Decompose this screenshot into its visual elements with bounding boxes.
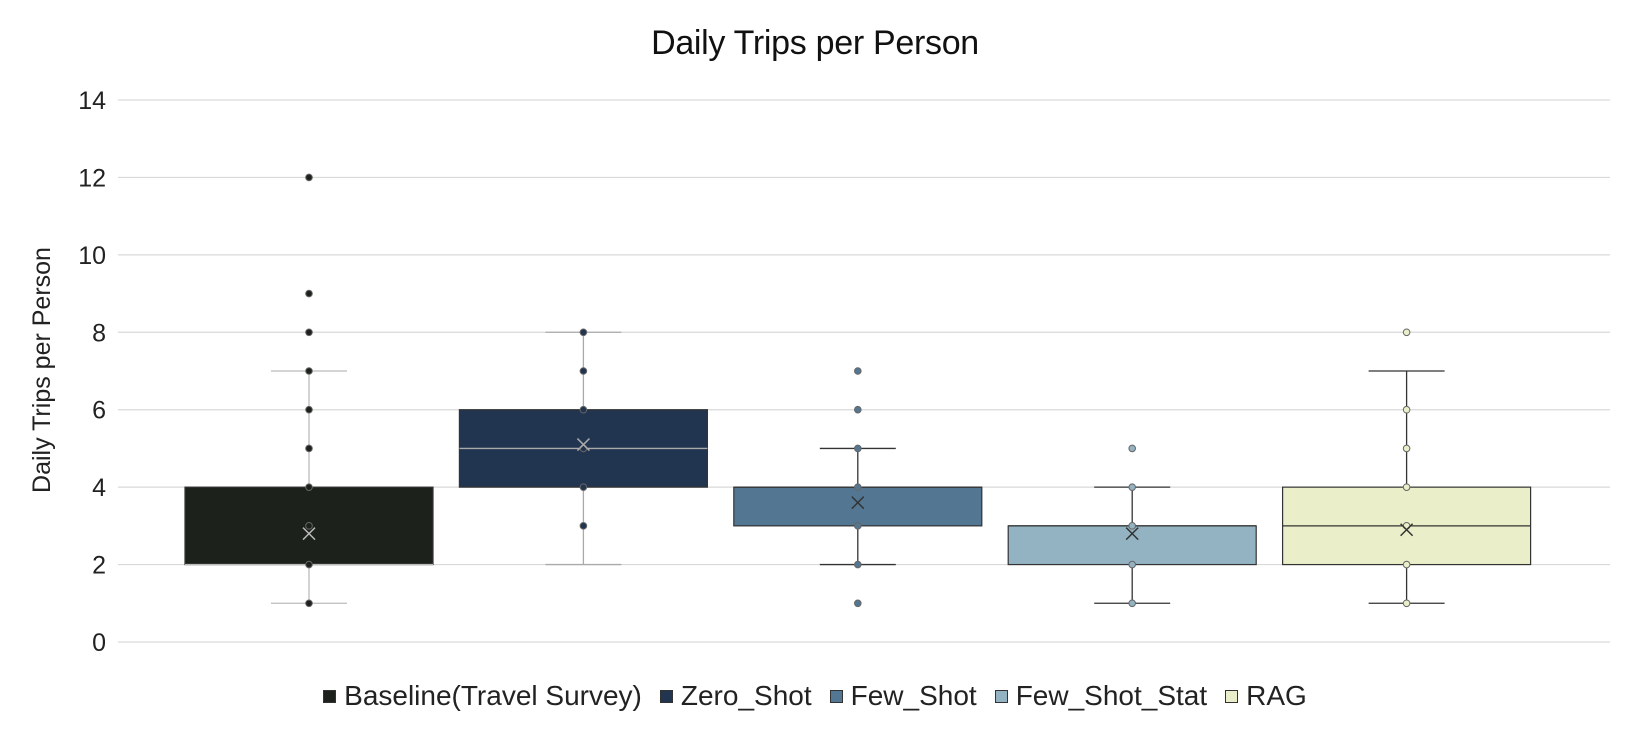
box-iqr [733, 486, 983, 527]
data-point [854, 522, 862, 530]
data-point [1402, 444, 1411, 453]
legend: Baseline(Travel Survey) Zero_Shot Few_Shot… [0, 680, 1630, 712]
data-point [854, 599, 862, 608]
data-point [579, 328, 588, 337]
legend-item: Baseline(Travel Survey) [323, 680, 642, 712]
chart-title: Daily Trips per Person [651, 24, 979, 62]
y-tick-label: 2 [92, 552, 106, 580]
boxes [184, 173, 1532, 608]
data-point [305, 444, 313, 453]
legend-swatch [659, 689, 673, 703]
legend-swatch [1225, 689, 1239, 703]
data-point [854, 483, 862, 491]
y-tick-label: 4 [92, 474, 106, 502]
box-few-shot [733, 367, 983, 608]
data-point [579, 483, 588, 491]
data-point [579, 367, 588, 375]
legend-label: RAG [1246, 680, 1307, 711]
mean-marker [576, 438, 590, 452]
box-baseline-travel-survey- [184, 173, 434, 608]
data-point [1402, 560, 1411, 569]
data-point [1402, 328, 1411, 337]
mean-marker-stroke [1400, 523, 1414, 537]
y-tick-label: 14 [78, 87, 106, 115]
data-point [579, 522, 588, 530]
data-point [305, 522, 313, 530]
legend-swatch [323, 689, 337, 703]
legend-swatch [829, 689, 843, 703]
y-axis-label: Daily Trips per Person [28, 247, 56, 493]
box-iqr [1007, 525, 1257, 566]
data-point [1128, 483, 1136, 491]
mean-marker-stroke [576, 438, 590, 452]
mean-marker [1125, 527, 1139, 541]
box-few-shot-stat [1007, 444, 1257, 608]
data-point [1128, 444, 1136, 453]
legend-item: Few_Shot_Stat [994, 680, 1208, 712]
data-point [1402, 405, 1411, 414]
legend-swatch [994, 689, 1008, 703]
data-point [1402, 599, 1411, 608]
data-point [305, 405, 313, 414]
data-point [305, 367, 313, 375]
data-point [305, 560, 313, 569]
data-point [854, 405, 862, 414]
data-point [305, 483, 313, 491]
data-point [854, 444, 862, 453]
data-point [305, 328, 313, 337]
y-tick-label: 8 [92, 319, 106, 347]
mean-marker [302, 527, 316, 541]
legend-label: Zero_Shot [680, 680, 812, 711]
legend-item: RAG [1225, 680, 1307, 712]
box-zero-shot [458, 328, 708, 566]
y-tick-label: 0 [92, 629, 106, 657]
legend-item: Few_Shot [829, 680, 977, 712]
legend-label: Baseline(Travel Survey) [344, 680, 642, 711]
box-rag [1281, 328, 1532, 608]
y-tick-label: 12 [78, 164, 106, 192]
data-point [1128, 560, 1136, 569]
y-axis-ticks: 0 2 4 6 8 10 12 14 [78, 87, 106, 657]
data-point [1128, 522, 1136, 530]
mean-marker [1400, 523, 1414, 537]
data-point [1128, 599, 1136, 608]
y-tick-label: 6 [92, 397, 106, 425]
data-point [305, 599, 313, 608]
data-point [854, 560, 862, 569]
data-point [854, 367, 862, 375]
mean-marker [851, 496, 865, 510]
legend-label: Few_Shot [850, 680, 977, 711]
data-point [579, 405, 588, 414]
mean-marker-stroke [851, 496, 865, 510]
y-tick-label: 10 [78, 242, 106, 270]
data-point [305, 173, 313, 182]
legend-item: Zero_Shot [659, 680, 812, 712]
legend-label: Few_Shot_Stat [1015, 680, 1208, 711]
mean-marker-stroke [1125, 527, 1139, 541]
data-point [305, 289, 313, 298]
mean-marker-stroke [302, 527, 316, 541]
data-point [1402, 483, 1411, 491]
